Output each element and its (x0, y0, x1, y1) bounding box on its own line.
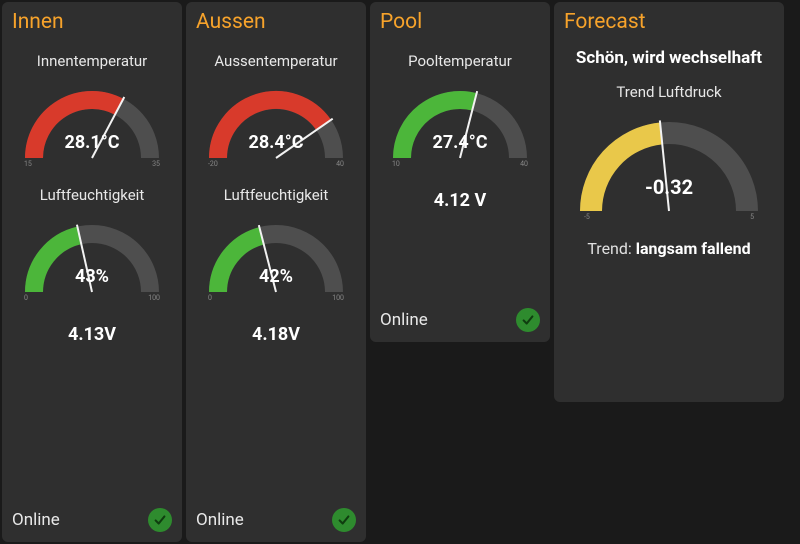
gauge-pool-temp: 27.4°C 10 40 (380, 76, 540, 168)
humidity-label: Luftfeuchtigkeit (196, 186, 356, 204)
temp-label: Pooltemperatur (380, 52, 540, 70)
gauge-range: 0 100 (196, 294, 356, 302)
check-icon (332, 508, 356, 532)
card-pool: Pool Pooltemperatur 27.4°C 10 40 4.12 V … (370, 2, 550, 342)
gauge-aussen-temp: 28.4°C -20 40 (196, 76, 356, 168)
status-text: Online (196, 510, 244, 530)
gauge-innen-humidity: 43% 0 100 (12, 210, 172, 302)
gauge-range: -20 40 (196, 160, 356, 168)
gauge-range: 10 40 (380, 160, 540, 168)
gauge-range: 15 35 (12, 160, 172, 168)
voltage-value: 4.18V (196, 324, 356, 345)
forecast-headline: Schön, wird wechselhaft (564, 48, 774, 69)
temp-value: 27.4°C (380, 132, 540, 153)
status-text: Online (380, 310, 428, 330)
humidity-label: Luftfeuchtigkeit (12, 186, 172, 204)
status-row: Online (380, 302, 540, 332)
temp-value: 28.1°C (12, 132, 172, 153)
temp-label: Aussentemperatur (196, 52, 356, 70)
card-title: Aussen (196, 10, 356, 34)
status-row: Online (12, 502, 172, 532)
card-innen: Innen Innentemperatur 28.1°C 15 35 Luftf… (2, 2, 182, 542)
status-row: Online (196, 502, 356, 532)
card-title: Forecast (564, 10, 774, 34)
card-forecast: Forecast Schön, wird wechselhaft Trend L… (554, 2, 784, 402)
card-aussen: Aussen Aussentemperatur 28.4°C -20 40 Lu… (186, 2, 366, 542)
temp-value: 28.4°C (196, 132, 356, 153)
gauge-forecast-pressure: -0.32 -5 5 (564, 107, 774, 221)
check-icon (148, 508, 172, 532)
gauge-range: -5 5 (564, 213, 774, 221)
humidity-value: 43% (12, 266, 172, 287)
gauge-innen-temp: 28.1°C 15 35 (12, 76, 172, 168)
check-icon (516, 308, 540, 332)
voltage-value: 4.12 V (380, 190, 540, 211)
status-text: Online (12, 510, 60, 530)
temp-label: Innentemperatur (12, 52, 172, 70)
pressure-label: Trend Luftdruck (564, 83, 774, 101)
card-title: Pool (380, 10, 540, 34)
voltage-value: 4.13V (12, 324, 172, 345)
gauge-aussen-humidity: 42% 0 100 (196, 210, 356, 302)
card-title: Innen (12, 10, 172, 34)
humidity-value: 42% (196, 266, 356, 287)
pressure-value: -0.32 (564, 175, 774, 199)
gauge-range: 0 100 (12, 294, 172, 302)
trend-line: Trend: langsam fallend (564, 239, 774, 258)
